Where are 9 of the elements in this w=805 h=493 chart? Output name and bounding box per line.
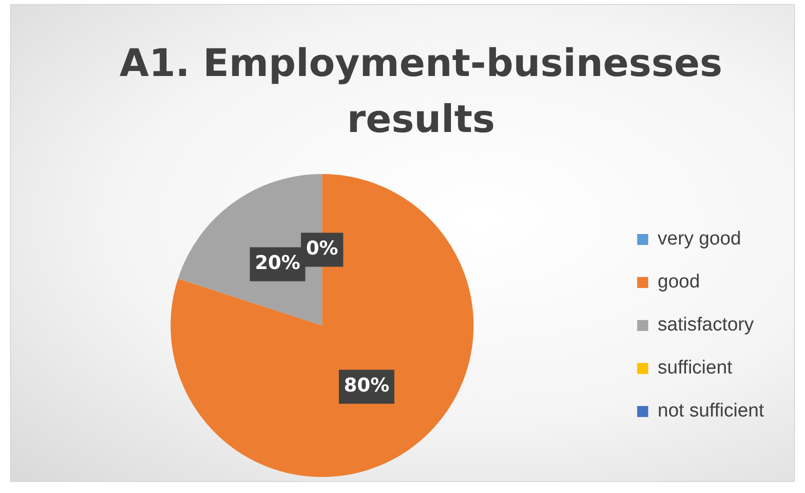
- legend-label: good: [658, 272, 700, 293]
- legend-label: sufficient: [658, 358, 734, 379]
- data-label: 20%: [254, 252, 300, 274]
- chart-title: A1. Employment-businesses results: [118, 40, 724, 143]
- legend-label: satisfactory: [658, 314, 754, 336]
- text: 0%: [306, 238, 338, 260]
- legend-label: not sufficient: [658, 400, 765, 422]
- legend-label: very good: [658, 228, 742, 250]
- data-label: 80%: [344, 374, 390, 397]
